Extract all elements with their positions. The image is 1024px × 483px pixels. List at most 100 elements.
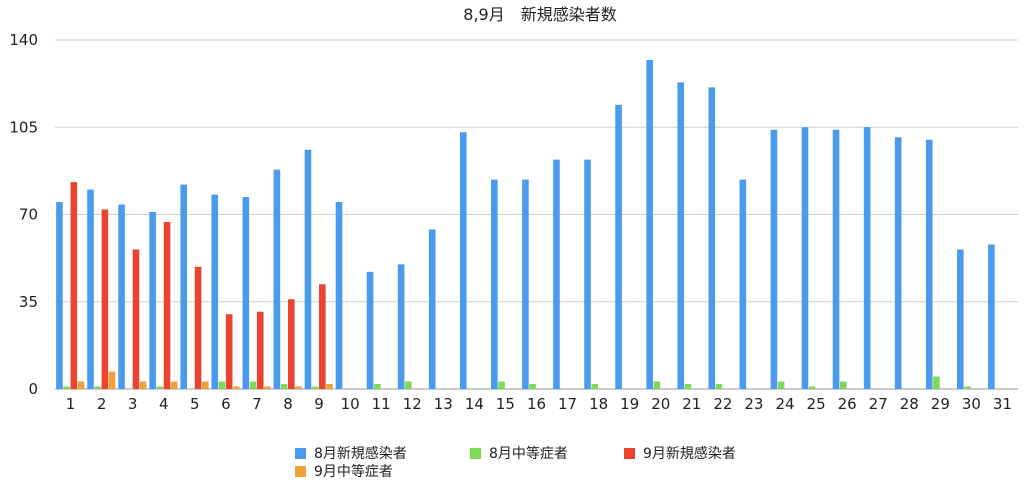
bar: [249, 381, 257, 389]
x-tick-label: 31: [993, 395, 1012, 413]
bar: [957, 249, 964, 389]
bar: [87, 189, 94, 389]
bar: [163, 221, 171, 389]
bar: [156, 386, 164, 389]
bar: [373, 384, 381, 389]
bar: [56, 202, 63, 389]
x-tick-label: 1: [66, 395, 76, 413]
x-tick-label: 22: [713, 395, 732, 413]
bar: [646, 59, 653, 389]
bar: [335, 202, 343, 389]
y-tick-label: 0: [28, 380, 38, 398]
x-tick-label: 17: [558, 395, 577, 413]
bar: [225, 314, 233, 389]
legend-label: 8月中等症者: [489, 446, 568, 462]
bar: [677, 82, 685, 389]
bar: [584, 159, 591, 389]
bar: [319, 284, 326, 389]
x-tick-label: 16: [527, 395, 546, 413]
bar: [108, 371, 116, 389]
x-tick-label: 8: [283, 395, 293, 413]
bar: [964, 386, 971, 389]
legend-swatch: [295, 465, 306, 477]
bar: [715, 384, 723, 389]
x-tick-label: 12: [403, 395, 422, 413]
bar: [63, 386, 70, 389]
bar: [94, 386, 101, 389]
legend-item-sep-new: 9月新規感染者: [624, 443, 736, 463]
bar: [233, 386, 240, 389]
bar: [194, 266, 202, 389]
x-tick-label: 11: [372, 395, 391, 413]
bar: [459, 132, 467, 389]
x-tick-label: 9: [314, 395, 324, 413]
bar: [808, 386, 816, 389]
x-tick-label: 29: [931, 395, 950, 413]
bar: [591, 384, 599, 389]
y-tick-label: 35: [19, 293, 38, 311]
bar: [988, 244, 995, 389]
x-tick-label: 24: [775, 395, 794, 413]
bar: [739, 179, 747, 389]
bar: [201, 381, 209, 389]
legend-item-aug-moderate: 8月中等症者: [470, 443, 568, 463]
bar: [118, 204, 125, 389]
bar: [615, 104, 622, 390]
bar: [264, 386, 271, 389]
x-tick-label: 4: [159, 395, 169, 413]
bar: [522, 179, 529, 389]
bars: [56, 59, 995, 390]
legend-swatch: [624, 447, 635, 459]
bar: [405, 381, 412, 389]
x-tick-label: 13: [434, 395, 453, 413]
bar: [311, 386, 319, 389]
legend-swatch: [470, 447, 481, 459]
bar: [101, 209, 109, 389]
bar: [287, 299, 295, 389]
bar: [653, 381, 661, 389]
bar: [211, 194, 219, 389]
bar: [139, 381, 147, 389]
bar: [295, 386, 302, 389]
bar: [77, 381, 85, 389]
bar: [273, 169, 281, 389]
legend-label: 9月新規感染者: [643, 446, 736, 462]
bar: [218, 381, 226, 389]
bar: [397, 264, 405, 389]
bar: [777, 381, 785, 389]
x-tick-label: 25: [807, 395, 826, 413]
bar: [256, 311, 264, 389]
bar: [832, 129, 840, 389]
bar: [428, 229, 436, 389]
x-tick-label: 26: [838, 395, 857, 413]
x-tick-label: 10: [341, 395, 360, 413]
bar: [180, 184, 187, 389]
legend-swatch: [295, 447, 306, 459]
bar: [553, 159, 560, 389]
bar: [170, 381, 178, 389]
bar: [498, 381, 505, 389]
x-tick-label: 27: [869, 395, 888, 413]
bar: [326, 384, 333, 389]
x-tick-label: 28: [900, 395, 919, 413]
x-tick-label: 30: [962, 395, 981, 413]
bar: [70, 182, 78, 389]
legend-item-aug-new: 8月新規感染者: [295, 443, 407, 463]
x-tick-label: 3: [128, 395, 138, 413]
legend-item-sep-moderate: 9月中等症者: [295, 461, 393, 481]
x-tick-label: 18: [589, 395, 608, 413]
bar: [242, 197, 250, 389]
x-tick-label: 15: [496, 395, 515, 413]
bar: [925, 139, 933, 389]
x-tick-label: 7: [252, 395, 262, 413]
x-tick-label: 19: [620, 395, 639, 413]
bar: [132, 249, 140, 389]
bar: [684, 384, 692, 389]
bar: [529, 384, 536, 389]
bar: [280, 384, 288, 389]
x-tick-labels: 1 2 3 4 5 6 7 8 9 10 11 12 13 14 15 16 17 18 19 20 21 22 23 24 2…: [66, 395, 1012, 413]
y-tick-label: 105: [9, 118, 38, 136]
legend-label: 8月新規感染者: [314, 446, 407, 462]
bar: [366, 271, 374, 389]
